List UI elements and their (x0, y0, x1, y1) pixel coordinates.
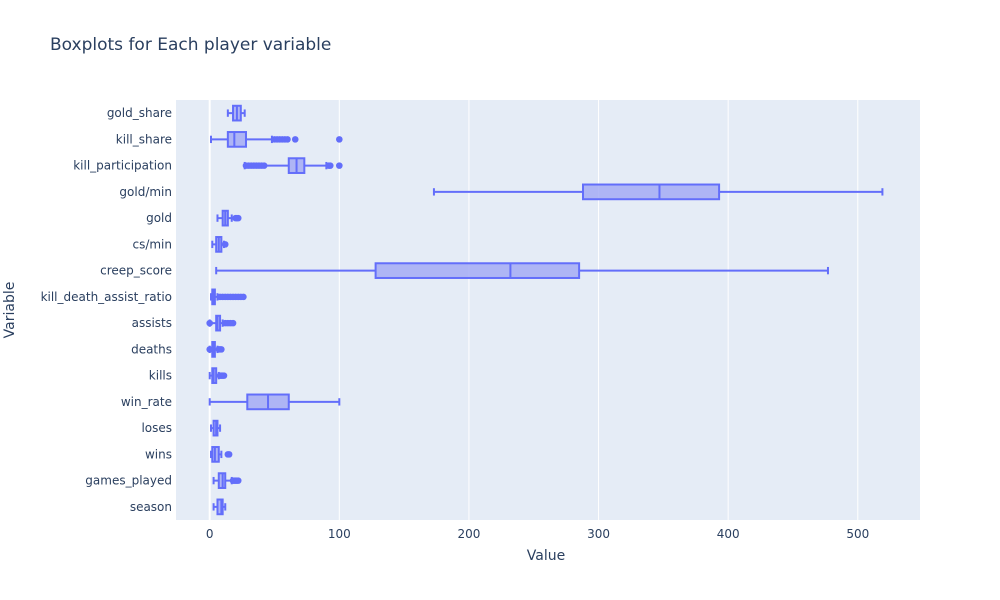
box-gold (216, 209, 242, 227)
y-tick-label: wins (145, 447, 172, 461)
box-gold-share (226, 104, 246, 122)
y-tick-label: games_played (85, 474, 172, 488)
outlier-point (229, 319, 237, 327)
y-tick-label: gold (146, 211, 172, 225)
y-tick-label: kill_participation (73, 159, 172, 173)
box-cs-min (211, 236, 229, 253)
box-loses (209, 419, 222, 437)
box-kill-participation (242, 157, 343, 174)
x-axis-title: Value (527, 548, 565, 564)
outlier-point (336, 136, 343, 143)
outlier-point (234, 214, 242, 222)
outlier-point (234, 477, 242, 484)
grid-lines (208, 100, 859, 520)
y-tick-label: kills (149, 369, 172, 383)
plot-area (176, 100, 920, 520)
outlier-point (260, 162, 268, 169)
x-tick-500: 500 (846, 527, 869, 541)
box-win-rate (208, 393, 341, 411)
y-tick-label: deaths (131, 342, 172, 356)
box-iqr (216, 498, 224, 516)
y-tick-label: creep_score (100, 264, 172, 278)
box-iqr (374, 262, 581, 279)
outlier-point (220, 372, 228, 379)
outlier-point (225, 451, 233, 458)
outlier-point (291, 136, 299, 143)
y-tick-label: kill_death_assist_ratio (41, 290, 172, 304)
box-kill-death-assist-ratio (209, 288, 247, 306)
box-assists (206, 314, 237, 332)
y-tick-label: gold_share (107, 106, 172, 120)
y-tick-label: loses (141, 421, 172, 435)
box-kills (208, 367, 228, 384)
x-tick-0: 0 (206, 527, 214, 541)
outlier-point (218, 346, 225, 353)
box-wins (209, 446, 233, 463)
outlier-point (206, 319, 214, 327)
box-iqr (581, 183, 721, 201)
outlier-point (336, 162, 343, 169)
box-deaths (206, 341, 225, 358)
y-tick-label: kill_share (116, 132, 172, 146)
y-tick-label: season (130, 500, 172, 514)
box-creep-score (215, 262, 829, 279)
outlier-point (326, 162, 334, 169)
outlier-point (206, 346, 214, 353)
outlier-point (284, 136, 291, 143)
y-tick-label: gold/min (119, 185, 172, 199)
outlier-point (221, 241, 229, 248)
box-iqr (226, 131, 247, 148)
box-kill-share (209, 131, 343, 148)
boxes (206, 104, 884, 516)
y-axis-title: Variable (2, 282, 18, 339)
y-tick-label: cs/min (132, 237, 172, 251)
y-tick-label: win_rate (121, 395, 172, 409)
x-tick-200: 200 (457, 527, 480, 541)
x-tick-100: 100 (328, 527, 351, 541)
chart-title: Boxplots for Each player variable (50, 35, 331, 55)
y-tick-labels: season games_played wins loses win_rate kills… (41, 106, 172, 514)
box-games-played (212, 472, 242, 489)
box-season (212, 498, 227, 516)
x-tick-300: 300 (587, 527, 610, 541)
outlier-point (240, 293, 247, 301)
box-gold-min (432, 183, 884, 201)
x-tick-400: 400 (717, 527, 740, 541)
y-tick-label: assists (132, 316, 172, 330)
x-tick-labels: 0 100 200 300 400 500 (206, 527, 869, 541)
